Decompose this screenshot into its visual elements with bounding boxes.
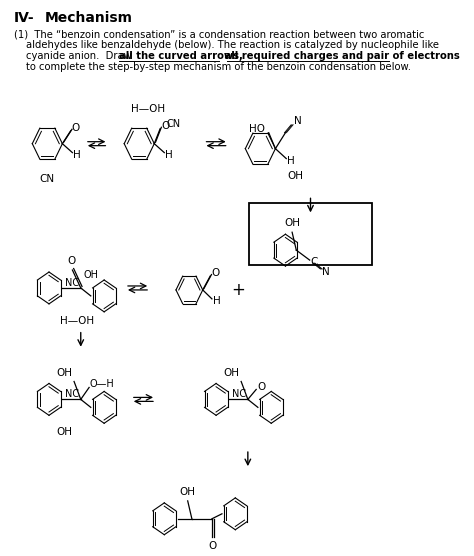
Text: all the curved arrows,: all the curved arrows, [119, 51, 243, 61]
Text: NC: NC [232, 389, 246, 399]
Text: OH: OH [56, 427, 72, 437]
Text: OH: OH [180, 487, 196, 497]
Text: NC: NC [65, 389, 79, 399]
Text: N: N [294, 116, 301, 126]
Text: H: H [287, 156, 295, 166]
Text: O: O [257, 383, 265, 393]
Text: N: N [322, 267, 330, 277]
Text: NC: NC [65, 278, 79, 288]
Text: O—H: O—H [90, 379, 115, 389]
Text: (1)  The “benzoin condensation” is a condensation reaction between two aromatic: (1) The “benzoin condensation” is a cond… [14, 29, 424, 39]
Text: O: O [67, 256, 76, 266]
Text: OH: OH [223, 368, 239, 378]
Text: C: C [310, 257, 318, 267]
Text: all required charges and pair of electrons: all required charges and pair of electro… [221, 51, 460, 61]
Text: H: H [73, 150, 81, 160]
Text: to complete the step-by-step mechanism of the benzoin condensation below.: to complete the step-by-step mechanism o… [27, 62, 411, 72]
Text: cyanide anion.  Draw: cyanide anion. Draw [27, 51, 136, 61]
Text: aldehydes like benzaldehyde (below). The reaction is catalyzed by nucleophile li: aldehydes like benzaldehyde (below). The… [27, 40, 439, 50]
Text: HO: HO [249, 124, 265, 134]
Text: OH: OH [56, 368, 73, 378]
Text: O: O [161, 121, 169, 131]
Text: CN: CN [167, 119, 181, 129]
Text: OH: OH [287, 171, 303, 181]
Text: O: O [211, 268, 219, 278]
Text: CN: CN [40, 173, 55, 183]
Text: H—OH: H—OH [60, 316, 94, 326]
Bar [249, 203, 372, 265]
Text: H—OH: H—OH [130, 104, 164, 114]
Text: OH: OH [284, 219, 300, 229]
Text: O: O [209, 540, 217, 550]
Text: Mechanism: Mechanism [45, 11, 133, 26]
Text: IV-: IV- [14, 11, 35, 26]
Text: H: H [165, 150, 173, 160]
Text: H: H [213, 296, 220, 306]
Text: +: + [231, 281, 245, 299]
Text: O: O [72, 123, 80, 133]
Text: OH: OH [83, 270, 98, 280]
